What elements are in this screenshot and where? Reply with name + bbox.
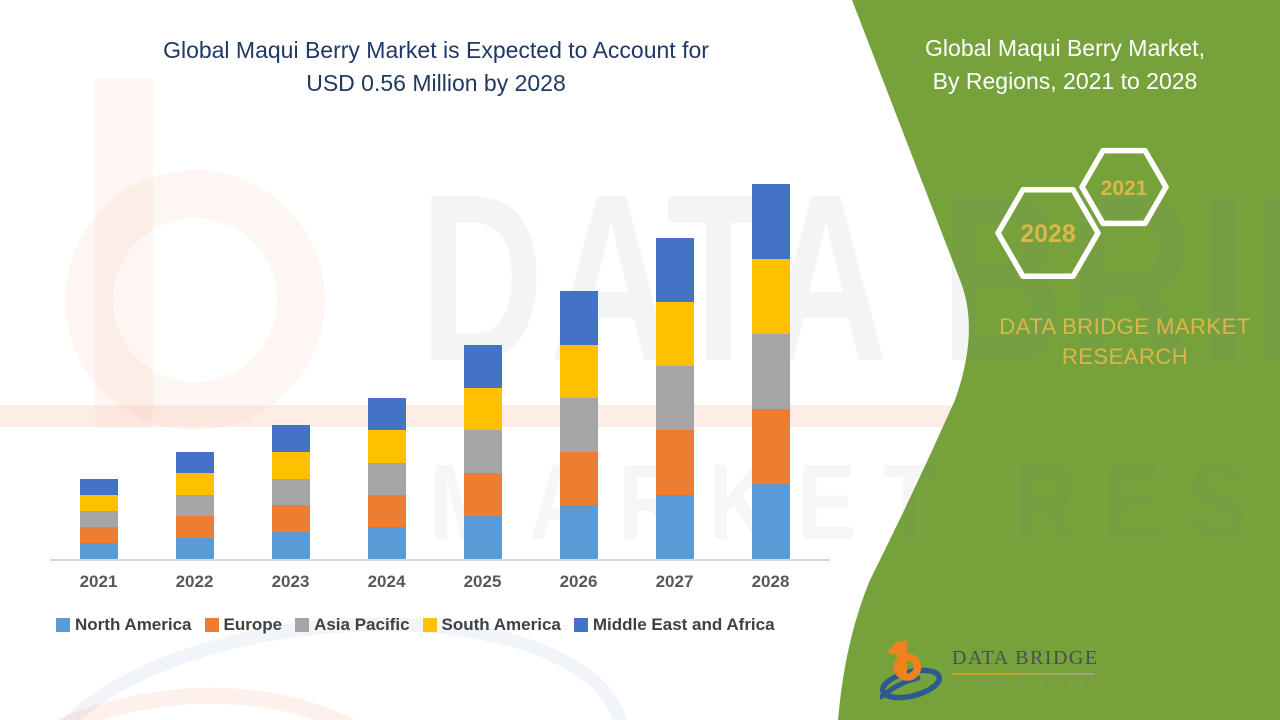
legend-item-europe: Europe: [204, 615, 283, 635]
bar-2027-segment-south-america: [655, 301, 694, 367]
side-panel-title: Global Maqui Berry Market, By Regions, 2…: [880, 32, 1250, 98]
side-panel-title-line2: By Regions, 2021 to 2028: [932, 68, 1198, 94]
bar-2021-segment-south-america: [79, 494, 118, 511]
bar-2028-segment-north-america: [751, 484, 790, 559]
legend-label-europe: Europe: [223, 615, 283, 634]
legend-swatch-asia-pacific: [295, 618, 310, 632]
green-side-panel: [838, 0, 1280, 720]
logo-brand-text: DATA BRIDGE: [952, 647, 1099, 669]
bar-2022-segment-north-america: [175, 537, 214, 559]
bar-2026-segment-south-america: [559, 344, 598, 399]
bar-2028-segment-europe: [751, 409, 790, 484]
bar-2021-segment-middle-east-and-africa: [79, 478, 118, 495]
x-axis-label-2026: 2026: [559, 572, 598, 591]
bar-2026-segment-north-america: [559, 505, 598, 559]
legend-swatch-middle-east-and-africa: [573, 618, 588, 632]
bar-2024: [367, 398, 406, 559]
legend-label-south-america: South America: [441, 615, 561, 634]
bar-2024-segment-asia-pacific: [367, 462, 406, 495]
legend-item-south-america: South America: [422, 615, 561, 635]
bar-2023-segment-north-america: [271, 532, 310, 559]
bar-2021-segment-asia-pacific: [79, 510, 118, 527]
bar-2023-segment-middle-east-and-africa: [271, 425, 310, 452]
bar-2028-segment-middle-east-and-africa: [751, 184, 790, 259]
bar-2026: [559, 291, 598, 559]
x-axis-label-2024: 2024: [367, 572, 406, 591]
stacked-bar-chart: [79, 184, 790, 559]
bar-2028-segment-asia-pacific: [751, 334, 790, 409]
chart-title-line2: USD 0.56 Million by 2028: [306, 70, 566, 96]
bar-2022-segment-asia-pacific: [175, 494, 214, 517]
legend-item-middle-east-and-africa: Middle East and Africa: [573, 615, 775, 635]
legend-swatch-south-america: [422, 618, 437, 632]
legend-label-middle-east-and-africa: Middle East and Africa: [592, 615, 775, 634]
side-panel-title-line1: Global Maqui Berry Market,: [925, 35, 1205, 61]
legend-label-asia-pacific: Asia Pacific: [314, 615, 410, 634]
bar-2024-segment-middle-east-and-africa: [367, 398, 406, 431]
bar-2024-segment-south-america: [367, 430, 406, 463]
chart-title: Global Maqui Berry Market is Expected to…: [0, 34, 872, 100]
legend-swatch-north-america: [56, 618, 70, 632]
bar-2022-segment-south-america: [175, 473, 214, 495]
bar-2023: [271, 425, 310, 559]
hexagon-2021: [1079, 147, 1169, 227]
legend-item-asia-pacific: Asia Pacific: [295, 615, 410, 635]
bar-2024-segment-north-america: [367, 526, 406, 559]
watermark-swoosh-peach: [0, 655, 462, 720]
bar-2022-segment-europe: [175, 516, 214, 538]
bar-2025-segment-middle-east-and-africa: [463, 344, 502, 388]
x-axis-line: [50, 559, 830, 561]
hexagon-2028: [995, 186, 1101, 280]
legend-label-north-america: North America: [75, 615, 192, 634]
logo-tagline-text: MARKET RESEARCH: [952, 678, 1100, 687]
bar-2024-segment-europe: [367, 494, 406, 527]
bar-2023-segment-asia-pacific: [271, 478, 310, 506]
bar-2022: [175, 451, 214, 559]
bar-2021: [79, 478, 118, 559]
bar-2026-segment-asia-pacific: [559, 398, 598, 452]
data-bridge-logo-icon: [880, 641, 943, 701]
year-hexagons: 2028 2021: [995, 147, 1169, 280]
data-bridge-logo: DATA BRIDGE MARKET RESEARCH: [880, 636, 1120, 706]
bar-2022-segment-middle-east-and-africa: [175, 451, 214, 474]
bar-2025-segment-south-america: [463, 387, 502, 431]
hexagon-2028-label: 2028: [1020, 220, 1076, 248]
bar-2027-segment-north-america: [655, 494, 694, 559]
x-axis-label-2021: 2021: [79, 572, 118, 591]
watermark-swoosh-blue: [17, 589, 643, 720]
bar-2026-segment-europe: [559, 451, 598, 506]
bar-2025-segment-asia-pacific: [463, 430, 502, 474]
x-axis-label-2027: 2027: [655, 572, 694, 591]
bar-2021-segment-north-america: [79, 542, 118, 559]
x-axis-labels: 2021 2022 2023 2024 2025 2026 2027 2028: [0, 572, 850, 596]
bar-2027-segment-middle-east-and-africa: [655, 237, 694, 302]
bar-2028: [751, 184, 790, 559]
bar-2025-segment-europe: [463, 473, 502, 517]
legend-swatch-europe: [204, 618, 219, 632]
bar-2027: [655, 237, 694, 559]
bar-2028-segment-south-america: [751, 259, 790, 334]
x-axis-label-2025: 2025: [463, 572, 502, 591]
bar-2023-segment-south-america: [271, 451, 310, 479]
bar-2025: [463, 344, 502, 559]
hexagon-2021-label: 2021: [1101, 177, 1148, 200]
bar-2026-segment-middle-east-and-africa: [559, 291, 598, 345]
bar-2023-segment-europe: [271, 505, 310, 533]
brand-wordmark-line1: DATA BRIDGE MARKET: [999, 314, 1251, 339]
chart-legend: North America Europe Asia Pacific South Ame…: [56, 615, 775, 635]
bar-2025-segment-north-america: [463, 516, 502, 559]
bar-2027-segment-europe: [655, 430, 694, 495]
logo-underline: [952, 673, 1094, 675]
brand-wordmark-line2: RESEARCH: [1061, 344, 1189, 369]
legend-item-north-america: North America: [56, 615, 192, 635]
brand-wordmark: DATA BRIDGE MARKET RESEARCH: [970, 312, 1280, 372]
x-axis-label-2023: 2023: [271, 572, 310, 591]
x-axis-label-2022: 2022: [175, 572, 214, 591]
chart-title-line1: Global Maqui Berry Market is Expected to…: [163, 37, 709, 63]
x-axis-label-2028: 2028: [751, 572, 790, 591]
bar-2027-segment-asia-pacific: [655, 366, 694, 431]
bar-2021-segment-europe: [79, 526, 118, 543]
